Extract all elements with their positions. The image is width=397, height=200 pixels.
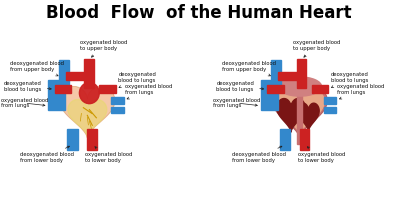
FancyBboxPatch shape (267, 85, 284, 93)
FancyBboxPatch shape (324, 107, 336, 113)
FancyBboxPatch shape (99, 85, 116, 93)
FancyBboxPatch shape (59, 60, 69, 88)
Text: oxygenated blood
to upper body: oxygenated blood to upper body (293, 40, 340, 57)
FancyBboxPatch shape (297, 94, 302, 144)
FancyBboxPatch shape (312, 85, 328, 93)
Text: deoxygenated blood
from lower body: deoxygenated blood from lower body (20, 146, 74, 163)
FancyBboxPatch shape (261, 80, 278, 110)
Text: oxygenated blood
from lungs: oxygenated blood from lungs (125, 84, 172, 99)
Text: oxygenated blood
from lungs: oxygenated blood from lungs (337, 84, 385, 99)
Text: deoxygenated blood
from upper body: deoxygenated blood from upper body (10, 61, 64, 76)
FancyBboxPatch shape (324, 97, 336, 104)
Text: deoxygenated
blood to lungs: deoxygenated blood to lungs (4, 81, 51, 92)
Ellipse shape (278, 77, 322, 96)
Text: oxygenated blood
from lungs: oxygenated blood from lungs (213, 98, 260, 108)
Text: deoxygenated
blood to lungs: deoxygenated blood to lungs (118, 72, 156, 88)
FancyBboxPatch shape (67, 129, 78, 150)
FancyBboxPatch shape (55, 85, 71, 93)
Text: oxygenated blood
from lungs: oxygenated blood from lungs (1, 98, 48, 108)
FancyBboxPatch shape (87, 129, 97, 150)
FancyBboxPatch shape (84, 59, 94, 88)
Polygon shape (60, 87, 115, 138)
Text: oxygenated blood
to lower body: oxygenated blood to lower body (85, 147, 133, 163)
FancyBboxPatch shape (280, 129, 290, 150)
FancyBboxPatch shape (111, 107, 124, 113)
Polygon shape (298, 103, 319, 131)
FancyBboxPatch shape (59, 83, 65, 90)
FancyBboxPatch shape (297, 59, 306, 88)
FancyBboxPatch shape (48, 80, 65, 110)
Polygon shape (272, 87, 327, 138)
Polygon shape (68, 99, 107, 136)
Text: deoxygenated
blood to lungs: deoxygenated blood to lungs (331, 72, 368, 88)
Text: oxygenated blood
to lower body: oxygenated blood to lower body (298, 147, 345, 163)
FancyBboxPatch shape (66, 72, 85, 80)
Text: deoxygenated blood
from upper body: deoxygenated blood from upper body (222, 61, 276, 76)
FancyBboxPatch shape (271, 83, 278, 90)
FancyBboxPatch shape (111, 97, 124, 104)
FancyBboxPatch shape (300, 129, 309, 150)
Text: deoxygenated
blood to lungs: deoxygenated blood to lungs (216, 81, 264, 92)
FancyBboxPatch shape (278, 72, 298, 80)
Text: Blood  Flow  of the Human Heart: Blood Flow of the Human Heart (46, 4, 351, 22)
Text: oxygenated blood
to upper body: oxygenated blood to upper body (80, 40, 127, 57)
Text: deoxygenated blood
from lower body: deoxygenated blood from lower body (232, 146, 286, 163)
Ellipse shape (79, 82, 99, 104)
Polygon shape (276, 89, 324, 134)
FancyBboxPatch shape (271, 60, 281, 88)
Polygon shape (277, 99, 305, 132)
